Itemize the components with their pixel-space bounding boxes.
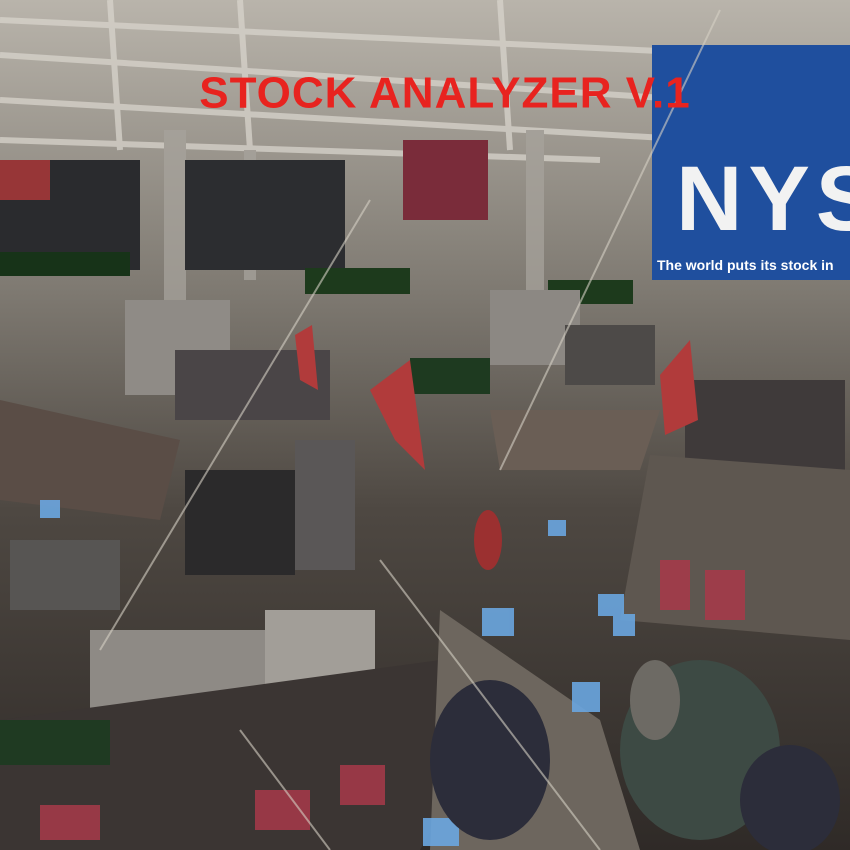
banner-slogan: The world puts its stock in [657, 257, 834, 273]
ticker-board [410, 358, 490, 394]
monitors [40, 500, 635, 846]
back-banner [403, 140, 488, 220]
nyse-banner: NYSE The world puts its stock in [652, 45, 850, 280]
flags [295, 325, 698, 470]
cables [99, 9, 721, 850]
banner-logo: NYSE [676, 148, 850, 250]
back-wall-board [185, 160, 345, 270]
ticker-board [0, 252, 130, 276]
crowd [430, 510, 840, 850]
app-title: STOCK ANALYZER V.1 [199, 69, 691, 118]
flag [0, 160, 50, 200]
